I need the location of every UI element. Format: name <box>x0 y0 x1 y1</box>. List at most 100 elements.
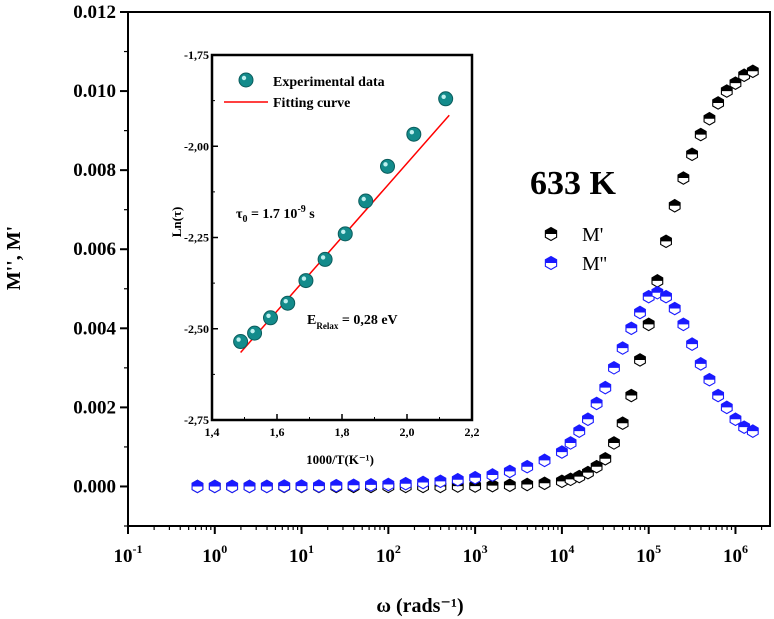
inset-y-tick-label: -2,75 <box>184 413 209 427</box>
inset-legend-experimental-highlight <box>241 75 247 81</box>
tau-annotation: τ0 = 1.7 10-9 s <box>236 204 315 225</box>
legend-m-double-prime-label: M'' <box>582 253 607 275</box>
m-double-prime-point <box>703 372 716 387</box>
m-double-prime-point <box>720 400 733 415</box>
m-prime-point <box>677 171 690 185</box>
inset-y-axis: -1,75 -2,00 -2,25 -2,50 -2,75 <box>184 48 218 427</box>
main-x-axis: 10-1 100 101 102 103 104 105 106 <box>114 526 763 567</box>
m-double-prime-point <box>260 479 273 494</box>
m-double-prime-point <box>278 479 291 493</box>
m-prime-point <box>625 388 638 403</box>
x-tick-label: 102 <box>376 542 401 567</box>
main-legend: M' M'' <box>544 224 607 275</box>
m-prime-point <box>642 317 655 332</box>
m-double-prime-point <box>573 424 586 438</box>
m-double-prime-point <box>634 305 646 320</box>
x-tick-label: 101 <box>289 542 314 567</box>
main-x-axis-title: ω (rads⁻¹) <box>376 595 463 617</box>
m-prime-point <box>616 416 629 431</box>
m-double-prime-point <box>295 479 308 493</box>
m-double-prime-point <box>208 479 221 494</box>
legend-m-prime-hex <box>544 226 558 242</box>
inset-y-tick-label: -2,25 <box>184 231 209 245</box>
m-double-prime-point <box>582 412 594 427</box>
inset-y-axis-title: Ln(τ) <box>169 207 184 238</box>
m-double-prime-point <box>382 477 395 492</box>
m-double-prime-point <box>677 317 690 332</box>
m-double-prime-point <box>313 479 325 493</box>
inset-experimental-point <box>358 193 374 209</box>
m-prime-point <box>486 478 499 493</box>
m-double-prime-point <box>399 476 412 491</box>
inset-experimental-point <box>263 310 278 326</box>
m-prime-point <box>746 64 759 79</box>
inset-x-axis: 1,4 1,6 1,8 2,0 2,2 <box>205 414 480 439</box>
m-double-prime-point <box>616 341 629 355</box>
m-double-prime-point <box>469 470 482 485</box>
legend-m-prime-marker <box>544 226 558 242</box>
m-double-prime-point <box>738 420 751 434</box>
inset-x-tick-label: 1,6 <box>270 425 285 439</box>
m-prime-point <box>686 147 698 162</box>
m-double-prime-point <box>729 412 742 427</box>
m-prime-point <box>651 274 664 288</box>
inset-experimental-point <box>247 325 263 341</box>
m-double-prime-point <box>226 479 239 494</box>
m-prime-point <box>590 459 603 474</box>
y-tick-label: 0.002 <box>73 397 116 418</box>
y-tick-label: 0.004 <box>73 318 116 339</box>
main-data-points <box>191 64 759 494</box>
m-double-prime-point <box>651 285 664 300</box>
m-double-prime-point <box>686 337 698 351</box>
inset-experimental-point <box>317 251 333 267</box>
m-prime-point <box>720 84 733 98</box>
m-double-prime-point <box>434 474 447 489</box>
activation-energy-annotation: ERelax = 0,28 eV <box>307 313 398 331</box>
m-double-prime-point <box>712 388 725 403</box>
inset-experimental-point <box>233 334 249 350</box>
main-y-axis: 0.000 0.002 0.004 0.006 0.008 0.010 0.012 <box>73 2 128 527</box>
m-double-prime-point <box>694 357 707 371</box>
m-prime-point <box>712 96 725 110</box>
x-tick-label: 106 <box>723 542 748 567</box>
m-prime-point <box>694 127 707 142</box>
m-double-prime-point <box>451 472 464 487</box>
inset-x-tick-label: 1,8 <box>335 425 350 439</box>
m-double-prime-point <box>243 479 256 494</box>
inset-chart: 1,4 1,6 1,8 2,0 2,2 -1,75 -2,00 -2,25 -2,50 -2,7… <box>169 48 480 467</box>
inset-experimental-point <box>298 273 314 289</box>
m-double-prime-point <box>417 475 429 490</box>
m-prime-point <box>608 436 620 450</box>
m-double-prime-point <box>486 468 499 482</box>
m-prime-point <box>660 234 672 249</box>
inset-legend-fitting-label: Fitting curve <box>273 96 350 111</box>
inset-x-axis-title: 1000/T(K⁻¹) <box>306 452 374 467</box>
inset-y-tick-label: -1,75 <box>184 48 209 62</box>
m-double-prime-point <box>590 396 603 411</box>
inset-experimental-point <box>280 295 296 311</box>
inset-experimental-point <box>380 158 395 174</box>
x-tick-label: 103 <box>463 542 488 567</box>
m-prime-point <box>521 477 534 492</box>
m-double-prime-point <box>538 453 551 468</box>
m-prime-point <box>582 465 594 480</box>
m-prime-point <box>599 451 612 466</box>
inset-data-points <box>233 91 454 350</box>
y-tick-label: 0.000 <box>73 476 116 497</box>
m-double-prime-point <box>608 361 620 375</box>
x-tick-label: 104 <box>549 542 574 567</box>
inset-y-tick-label: -2,00 <box>184 139 209 153</box>
m-prime-point <box>538 476 551 491</box>
legend-m-prime-label: M' <box>582 224 603 246</box>
m-double-prime-point <box>503 464 516 479</box>
m-prime-point <box>703 111 716 126</box>
m-double-prime-point <box>599 380 612 395</box>
temperature-annotation: 633 K <box>530 165 617 202</box>
m-double-prime-point <box>668 301 681 316</box>
y-tick-label: 0.006 <box>73 239 116 260</box>
m-double-prime-point <box>746 424 759 438</box>
m-double-prime-point <box>564 436 577 450</box>
inset-x-tick-label: 2,2 <box>465 425 480 439</box>
m-prime-point <box>668 198 681 213</box>
